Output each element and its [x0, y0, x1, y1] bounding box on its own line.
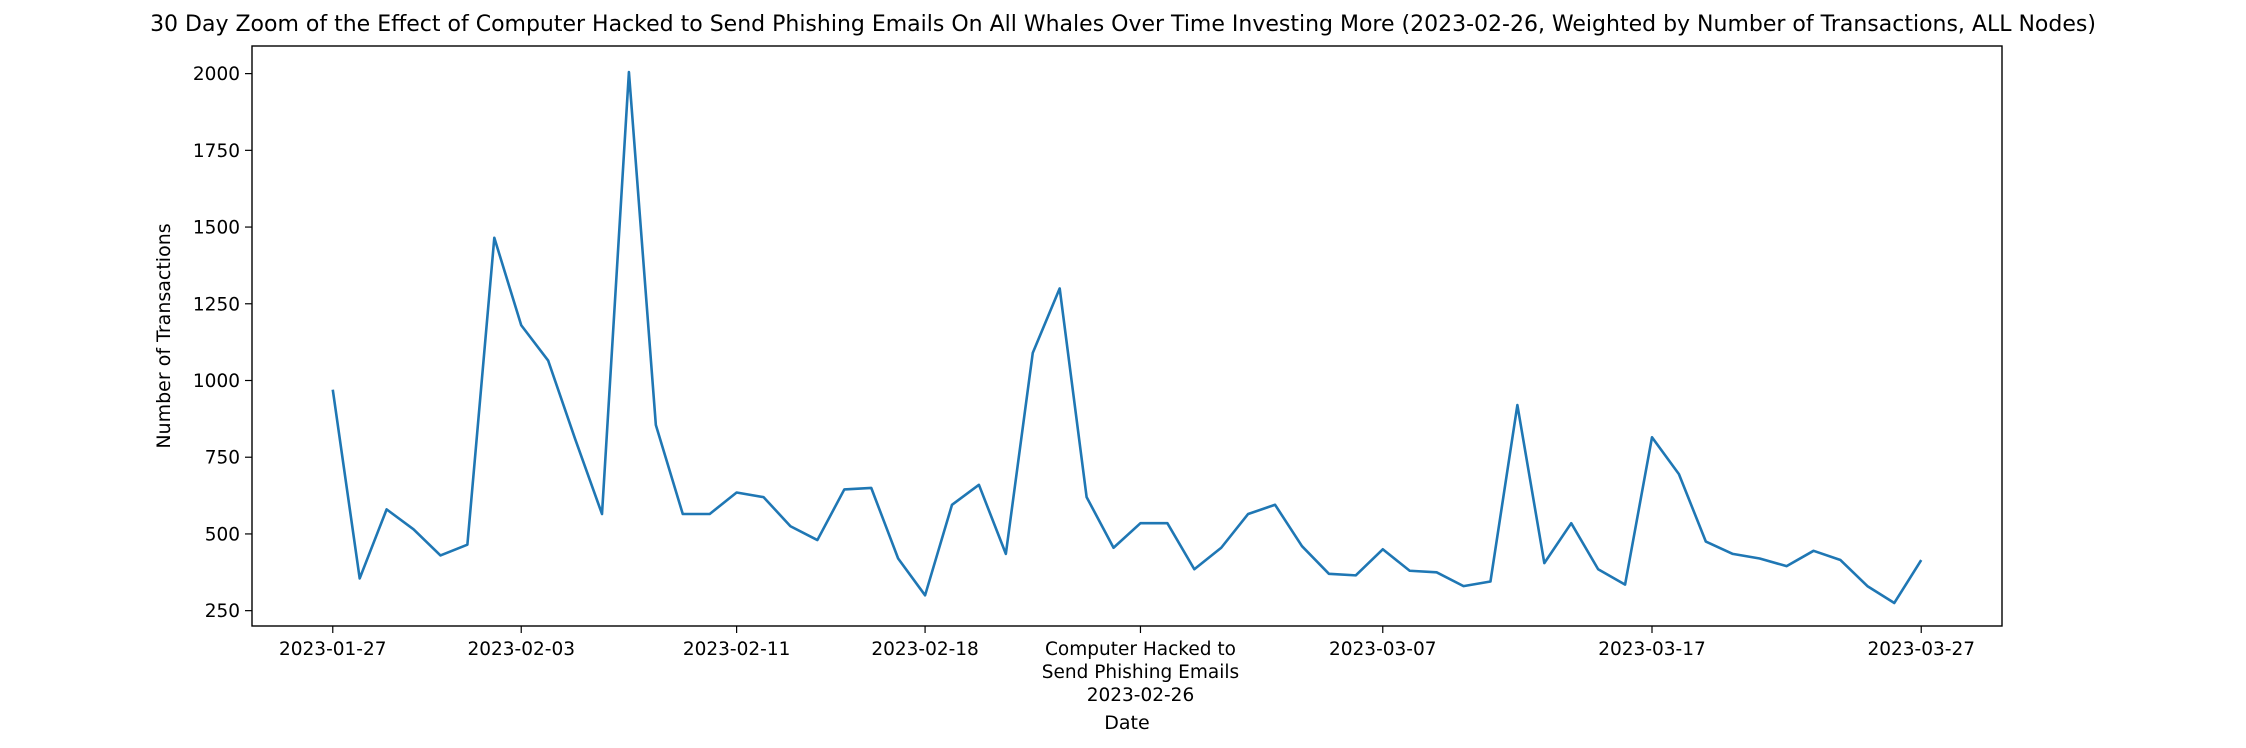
plot-area: 250 500 750 1000 1250 1500 1750 2000 2023-01-27…	[193, 45, 2003, 706]
x-tick-label: 2023-02-18	[871, 639, 979, 660]
x-tick-label: 2023-02-11	[683, 639, 791, 660]
x-tick-label: 2023-02-03	[467, 639, 575, 660]
chart-title: 30 Day Zoom of the Effect of Computer Ha…	[150, 12, 2096, 37]
y-tick-label: 1250	[193, 294, 240, 315]
x-tick-label: 2023-03-27	[1867, 639, 1975, 660]
x-axis: 2023-01-27 2023-02-03 2023-02-11 2023-02-18…	[279, 626, 1975, 706]
y-tick-label: 2000	[193, 64, 240, 85]
y-axis-label: Number of Transactions	[153, 223, 175, 448]
y-tick-label: 1750	[193, 141, 240, 162]
y-tick-label: 1000	[193, 371, 240, 392]
x-tick-label: 2023-03-17	[1598, 639, 1706, 660]
x-tick-label: 2023-01-27	[279, 639, 387, 660]
y-axis: 250 500 750 1000 1250 1500 1750 2000	[193, 64, 252, 622]
x-tick-label: 2023-03-07	[1329, 639, 1437, 660]
x-axis-label: Date	[1104, 712, 1149, 734]
y-tick-label: 250	[205, 601, 240, 622]
y-tick-label: 750	[205, 448, 240, 469]
series-line	[331, 70, 1923, 605]
axes-frame	[251, 45, 2003, 627]
y-tick-label: 1500	[193, 218, 240, 239]
y-tick-label: 500	[205, 524, 240, 545]
x-tick-label: Computer Hacked to Send Phishing Emails 20…	[1042, 639, 1239, 706]
